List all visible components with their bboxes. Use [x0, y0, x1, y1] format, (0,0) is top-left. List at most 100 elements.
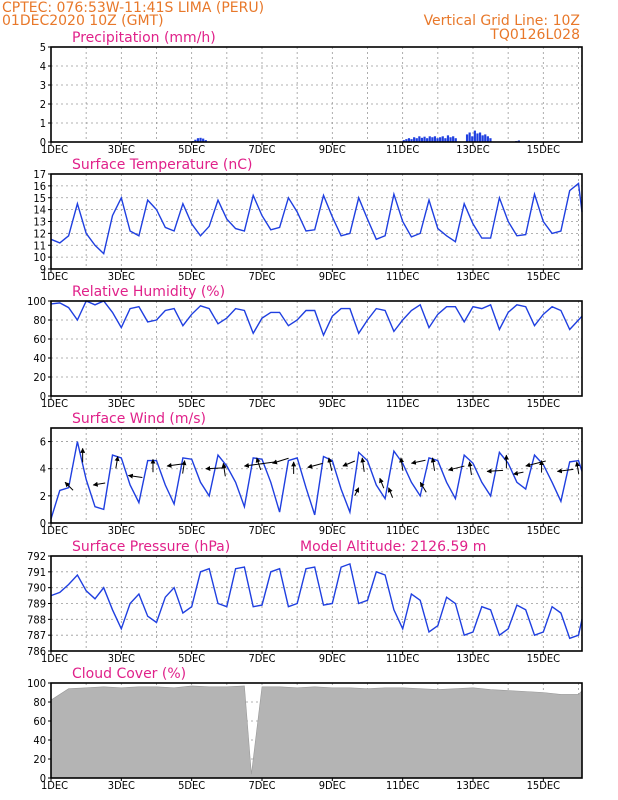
x-tick-label: 13DEC	[456, 779, 489, 792]
panel-title: Relative Humidity (%)	[72, 284, 225, 300]
precip-bar	[486, 136, 489, 142]
y-tick-label: 789	[27, 598, 46, 611]
x-tick-label: 7DEC	[248, 779, 275, 792]
x-tick-label: 3DEC	[108, 143, 135, 156]
y-tick-label: 15	[33, 192, 46, 205]
wind-arrow	[512, 470, 524, 476]
y-tick-label: 0	[40, 772, 46, 785]
panel-title: Surface Wind (m/s)	[72, 411, 206, 427]
panel-precip: 0 1 2 3 4 5 1DEC 3DEC 5DEC 7DEC 9DEC 11DEC 13DEC 15DE…	[40, 30, 583, 156]
x-tick-label: 11DEC	[386, 779, 419, 792]
precip-bar	[441, 136, 444, 142]
y-tick-label: 788	[27, 613, 46, 626]
pressure-line	[50, 562, 583, 640]
x-tick-label: 3DEC	[108, 652, 135, 665]
wind-arrow	[399, 457, 405, 471]
y-tick-label: 100	[27, 295, 46, 308]
x-tick-label: 5DEC	[178, 143, 205, 156]
y-tick-label: 6	[40, 436, 46, 449]
x-tick-label: 15DEC	[527, 270, 560, 283]
panel-frame	[50, 682, 583, 779]
y-tick-label: 791	[27, 566, 46, 579]
y-tick-label: 20	[33, 753, 46, 766]
precip-bar	[199, 137, 202, 142]
y-tick-label: 3	[40, 79, 46, 92]
precip-bar	[471, 136, 474, 142]
panel-title: Surface Pressure (hPa)	[72, 539, 230, 555]
precip-bar	[436, 138, 439, 142]
precip-bar	[444, 138, 447, 142]
precip-bar	[489, 138, 492, 142]
cloud-area	[50, 685, 583, 779]
precip-bar	[446, 135, 450, 142]
x-tick-label: 7DEC	[248, 524, 275, 537]
header-date: 01DEC2020 10Z (GMT)	[2, 13, 164, 29]
x-tick-label: 1DEC	[41, 397, 68, 410]
y-tick-label: 20	[33, 371, 46, 384]
x-tick-label: 13DEC	[456, 652, 489, 665]
wind-arrow	[342, 460, 356, 467]
y-tick-label: 13	[33, 216, 46, 229]
precip-bar	[418, 136, 421, 142]
precip-bar	[194, 139, 197, 142]
precip-bar	[452, 136, 455, 142]
x-tick-label: 1DEC	[41, 270, 68, 283]
y-tick-label: 786	[27, 645, 46, 658]
x-tick-label: 15DEC	[527, 143, 560, 156]
precip-bar	[476, 133, 479, 142]
wind-arrow	[447, 465, 465, 472]
y-tick-label: 5	[40, 41, 46, 54]
wind-arrow	[430, 457, 436, 471]
precip-bar	[415, 138, 418, 142]
wind-arrow	[255, 457, 262, 471]
x-tick-label: 3DEC	[108, 524, 135, 537]
x-tick-label: 1DEC	[41, 524, 68, 537]
wind-line	[50, 441, 583, 520]
panel-wind: 0 2 4 6 1DEC 3DEC 5DEC 7DEC 9DEC 11DEC 13DEC 15DEC S…	[40, 411, 583, 537]
y-tick-label: 9	[40, 263, 46, 276]
precip-bar	[426, 138, 429, 142]
model-altitude: Model Altitude: 2126.59 m	[300, 539, 486, 555]
x-tick-label: 3DEC	[108, 397, 135, 410]
wind-arrow	[181, 460, 187, 474]
x-tick-label: 9DEC	[319, 524, 346, 537]
y-tick-label: 12	[33, 227, 46, 240]
wind-arrow	[486, 468, 504, 474]
precip-bar	[449, 137, 452, 142]
x-tick-label: 15DEC	[527, 779, 560, 792]
y-tick-label: 11	[33, 239, 46, 252]
y-tick-label: 4	[40, 463, 46, 476]
precip-bar	[407, 138, 411, 142]
wind-arrow	[467, 461, 473, 476]
x-tick-label: 7DEC	[248, 397, 275, 410]
wind-arrow	[379, 477, 385, 489]
wind-arrow	[64, 481, 74, 491]
panel-pressure: 786 787 788 789 790 791 792 1DEC 3DEC 5DEC 7DEC 9DE…	[27, 539, 583, 665]
x-tick-label: 11DEC	[386, 397, 419, 410]
precip-bar	[433, 136, 437, 142]
y-tick-label: 60	[33, 715, 46, 728]
precip-bar	[484, 134, 487, 142]
x-tick-label: 15DEC	[527, 397, 560, 410]
y-tick-label: 17	[33, 168, 46, 181]
y-tick-label: 10	[33, 251, 46, 264]
y-tick-label: 14	[33, 204, 46, 217]
wind-arrow	[327, 457, 333, 471]
precip-bar	[202, 138, 205, 142]
x-tick-label: 13DEC	[456, 143, 489, 156]
y-tick-label: 2	[40, 490, 46, 503]
panel-cloud: 0 20 40 60 80 100 1DEC 3DEC 5DEC 7DEC 9DEC 11DEC 13D…	[27, 666, 583, 792]
precip-bar	[423, 136, 426, 142]
y-tick-label: 40	[33, 734, 46, 747]
precip-bar	[410, 139, 413, 142]
precip-bar	[468, 132, 471, 142]
wind-arrow	[166, 462, 183, 468]
wind-arrow	[360, 457, 366, 472]
wind-arrow	[387, 487, 394, 498]
x-tick-label: 7DEC	[248, 270, 275, 283]
panel-frame	[50, 427, 583, 524]
y-tick-label: 80	[33, 314, 46, 327]
wind-arrow	[574, 461, 580, 475]
wind-arrow	[354, 487, 360, 496]
